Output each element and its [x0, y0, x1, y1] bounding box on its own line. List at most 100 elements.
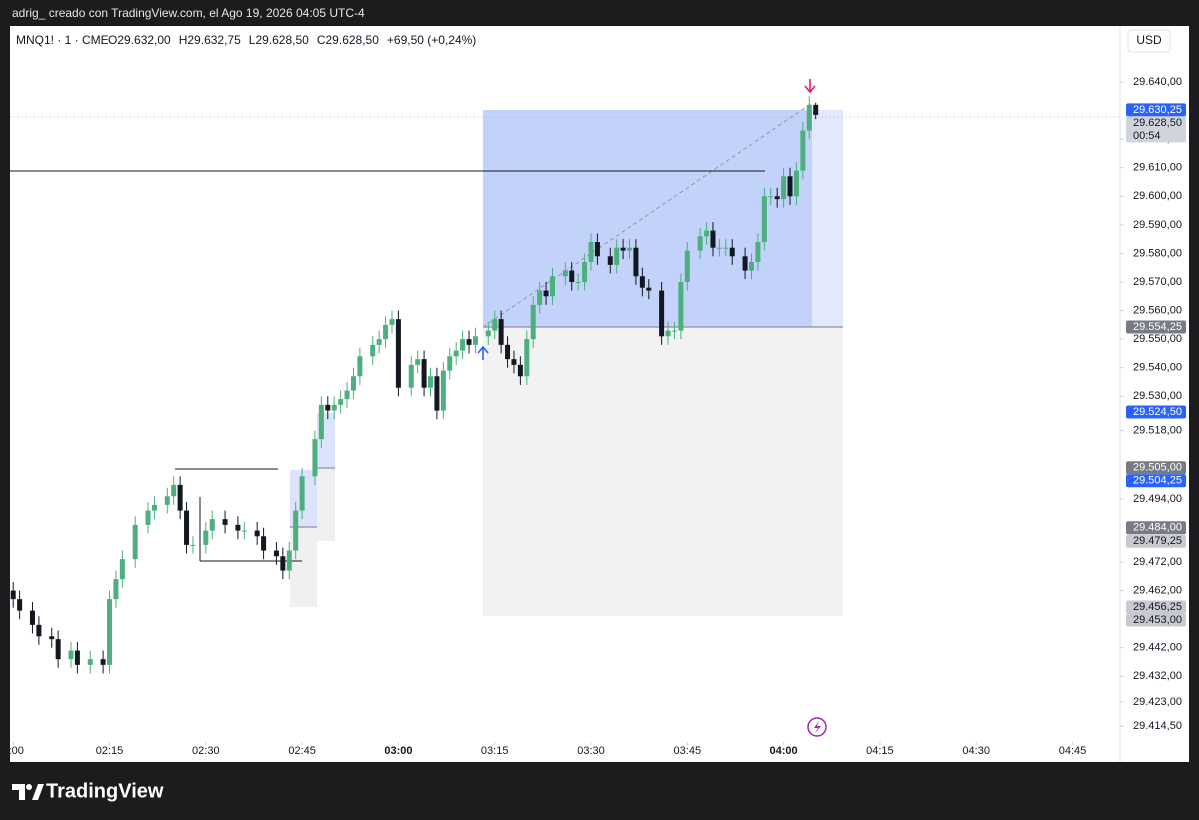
price-label: 29.456,25	[1133, 601, 1182, 613]
price-label: 29.484,00	[1133, 522, 1182, 534]
candle-body	[729, 247, 735, 257]
candle-body	[787, 176, 793, 197]
buy-arrow	[477, 345, 489, 360]
candle-body	[466, 339, 472, 345]
brand-logo	[12, 784, 44, 800]
candle-body	[614, 247, 620, 265]
ohlc-legend: O29.632,00 H29.632,75 L29.628,50 C29.628,50…	[108, 33, 476, 47]
candle-body	[813, 104, 819, 115]
candle-body	[49, 636, 55, 640]
candle-body	[299, 476, 305, 511]
candle-body	[395, 319, 401, 388]
candle-body	[704, 230, 710, 237]
logo-mark	[12, 784, 25, 800]
currency-box[interactable]	[1127, 29, 1171, 53]
candle-body	[665, 330, 671, 337]
candle-body	[549, 276, 555, 297]
candle-body	[742, 256, 748, 271]
candle-body	[36, 624, 42, 637]
candle-body	[575, 282, 581, 283]
candle-body	[562, 270, 568, 277]
price-label-box	[1126, 116, 1186, 143]
candle-body	[537, 290, 543, 305]
y-tick-label: 29.494,00	[1133, 493, 1182, 505]
candle-body	[627, 247, 633, 251]
candle-body	[286, 550, 292, 571]
candle-body	[768, 196, 774, 198]
price-label-box	[1126, 600, 1186, 614]
currency: USD	[1136, 33, 1162, 47]
ohlc-value: O29.632,00	[108, 33, 171, 47]
candle-body	[472, 336, 478, 345]
candle-body	[318, 404, 324, 440]
countdown: 00:54	[1133, 130, 1161, 142]
candle-body	[203, 530, 209, 545]
candle-body	[594, 242, 600, 257]
y-tick-label: 29.560,00	[1133, 304, 1182, 316]
candle-body	[164, 496, 170, 505]
candle-body	[184, 510, 190, 545]
candle-body	[800, 130, 806, 171]
price-label-box	[1126, 320, 1186, 334]
x-tick-label: 04:45	[1059, 745, 1087, 757]
caption: adrig_ creado con TradingView.com, el Ag…	[12, 6, 365, 20]
candle-body	[517, 364, 523, 377]
candle-body	[620, 247, 626, 251]
candle-body	[774, 196, 780, 200]
price-label: 29.479,25	[1133, 535, 1182, 547]
event-bolt	[814, 721, 821, 733]
candle-body	[190, 544, 196, 546]
candle-body	[781, 176, 787, 200]
y-tick-label: 29.442,00	[1133, 642, 1182, 654]
ohlc-value: H29.632,75	[179, 33, 241, 47]
candle-body	[331, 404, 337, 411]
candle-body	[415, 359, 421, 365]
ohlc-value: +69,50 (+0,24%)	[387, 33, 476, 47]
candle-body	[280, 556, 286, 571]
candle-body	[421, 359, 427, 388]
price-label-box	[1126, 534, 1186, 548]
price-label-box	[1126, 405, 1186, 419]
candle-body	[485, 330, 491, 337]
candle-body	[748, 262, 754, 271]
candle-body	[659, 290, 665, 337]
candle-body	[370, 344, 376, 357]
candle-body	[646, 287, 652, 291]
candle-body	[460, 339, 466, 351]
y-tick-label: 29.550,00	[1133, 333, 1182, 345]
candle-body	[273, 550, 279, 557]
candle-body	[350, 376, 356, 391]
candle-body	[716, 247, 722, 249]
candle-body	[325, 404, 331, 411]
candle-body	[582, 262, 588, 282]
x-tick-label: 04:15	[866, 745, 894, 757]
candle-body	[171, 484, 177, 497]
price-label: 29.505,00	[1133, 462, 1182, 474]
candle-body	[312, 439, 318, 477]
candle-body	[408, 364, 414, 388]
candle-body	[671, 330, 677, 332]
y-tick-label: 29.423,00	[1133, 696, 1182, 708]
x-tick-label: 04:00	[770, 745, 798, 757]
price-label-box	[1126, 521, 1186, 535]
candle-body	[761, 196, 767, 242]
brand: TradingView	[46, 780, 164, 802]
price-label: 29.453,00	[1133, 614, 1182, 626]
candle-body	[607, 256, 613, 265]
candle-body	[710, 230, 716, 248]
candle-body	[755, 242, 761, 262]
trade-path	[482, 102, 813, 328]
candle-body	[68, 650, 74, 660]
event-icon[interactable]	[807, 717, 827, 737]
price-label: 29.630,25	[1133, 104, 1182, 116]
candle-body	[10, 590, 16, 600]
candle-body	[492, 319, 498, 331]
candle-body	[569, 270, 575, 282]
candle-body	[17, 599, 23, 611]
candle-body	[145, 510, 151, 525]
candle-body	[697, 236, 703, 251]
y-tick-label: 29.590,00	[1133, 219, 1182, 231]
candle-body	[55, 639, 61, 660]
candle-body	[344, 390, 350, 400]
